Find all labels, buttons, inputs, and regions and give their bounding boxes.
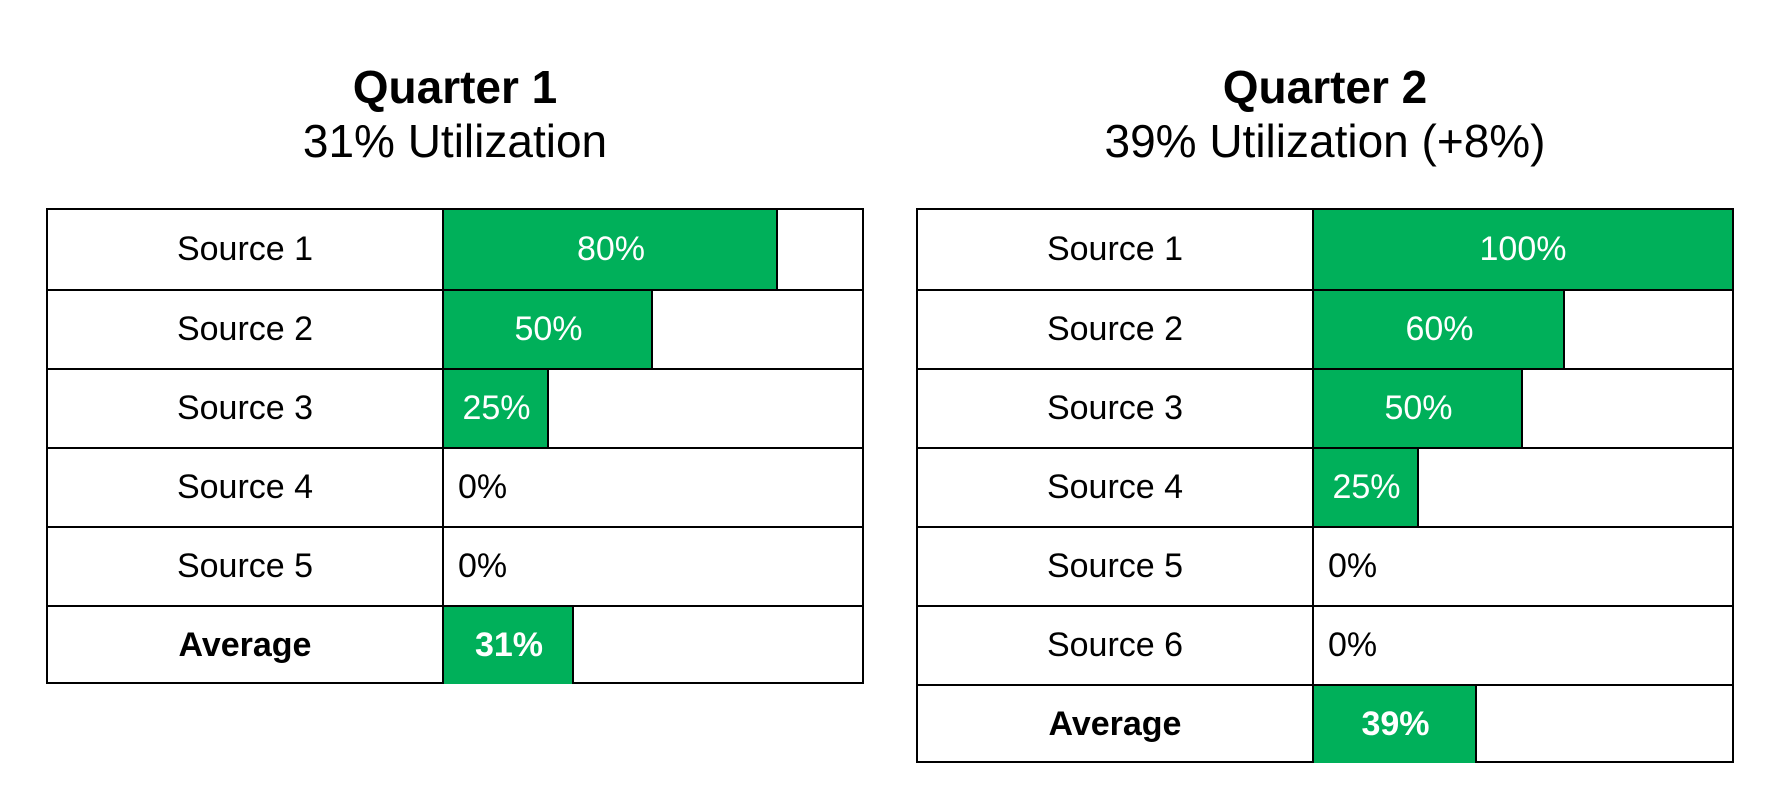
category-label: Source 3	[918, 370, 1314, 447]
average-row: Average 31%	[48, 605, 862, 684]
bar-cell: 0%	[444, 449, 862, 526]
bar	[1314, 291, 1565, 368]
bar	[1314, 686, 1477, 763]
source-row: Source 1 80%	[48, 210, 862, 289]
bar-cell: 39%	[1314, 686, 1732, 763]
bar	[1314, 449, 1419, 526]
category-label: Source 1	[48, 210, 444, 289]
bar-value-label: 0%	[458, 468, 508, 506]
chart-title: Quarter 2	[1222, 61, 1428, 113]
source-row: Source 2 50%	[48, 289, 862, 368]
chart-subtitle: 39% Utilization (+8%)	[1104, 115, 1546, 167]
bar-value-label: 0%	[458, 547, 508, 585]
chart-subtitle: 31% Utilization	[302, 115, 608, 167]
bar-value-label: 25%	[1332, 468, 1401, 506]
bar-value-label: 0%	[1328, 626, 1378, 664]
bar-value-label: 50%	[514, 310, 583, 348]
bar-value-label: 60%	[1405, 310, 1474, 348]
bar	[444, 607, 574, 684]
bar	[444, 210, 778, 289]
category-label: Source 4	[918, 449, 1314, 526]
chart-panel-1: Quarter 1 31% Utilization Source 1 80% Sourc…	[46, 60, 864, 684]
bar	[444, 291, 653, 368]
category-label: Source 5	[918, 528, 1314, 605]
bar-value-label: 31%	[474, 626, 544, 664]
category-label: Source 1	[918, 210, 1314, 289]
chart-title: Quarter 1	[352, 61, 558, 113]
category-label: Source 2	[48, 291, 444, 368]
bar	[1314, 370, 1523, 447]
bar-cell: 25%	[1314, 449, 1732, 526]
source-row: Source 4 0%	[48, 447, 862, 526]
bar-value-label: 80%	[576, 230, 646, 268]
bar-cell: 80%	[444, 210, 862, 289]
source-row: Source 5 0%	[918, 526, 1732, 605]
chart-table: Source 1 100% Source 2 60% Source 3 50% Source…	[916, 208, 1734, 763]
bar-value-label: 100%	[1479, 230, 1567, 268]
source-row: Source 5 0%	[48, 526, 862, 605]
bar-value-label: 25%	[462, 389, 531, 427]
bar-value-label: 50%	[1384, 389, 1453, 427]
category-label: Source 5	[48, 528, 444, 605]
bar-cell: 50%	[1314, 370, 1732, 447]
bar-value-label: 0%	[1328, 547, 1378, 585]
bar-cell: 50%	[444, 291, 862, 368]
bar-value-label: 39%	[1361, 705, 1430, 743]
bar-cell: 0%	[444, 528, 862, 605]
source-row: Source 2 60%	[918, 289, 1732, 368]
category-label: Average	[918, 686, 1314, 763]
chart-table: Source 1 80% Source 2 50% Source 3 25% Source …	[46, 208, 864, 684]
bar-cell: 25%	[444, 370, 862, 447]
category-label: Average	[48, 607, 444, 684]
bar	[1314, 210, 1732, 289]
bar-cell: 0%	[1314, 528, 1732, 605]
source-row: Source 1 100%	[918, 210, 1732, 289]
category-label: Source 6	[918, 607, 1314, 684]
chart-panel-2: Quarter 2 39% Utilization (+8%) Source 1 10…	[916, 60, 1734, 763]
bar-cell: 60%	[1314, 291, 1732, 368]
bar-cell: 100%	[1314, 210, 1732, 289]
average-row: Average 39%	[918, 684, 1732, 763]
category-label: Source 2	[918, 291, 1314, 368]
bar-cell: 31%	[444, 607, 862, 684]
category-label: Source 3	[48, 370, 444, 447]
source-row: Source 3 25%	[48, 368, 862, 447]
source-row: Source 4 25%	[918, 447, 1732, 526]
source-row: Source 6 0%	[918, 605, 1732, 684]
bar	[444, 370, 549, 447]
bar-cell: 0%	[1314, 607, 1732, 684]
category-label: Source 4	[48, 449, 444, 526]
source-row: Source 3 50%	[918, 368, 1732, 447]
